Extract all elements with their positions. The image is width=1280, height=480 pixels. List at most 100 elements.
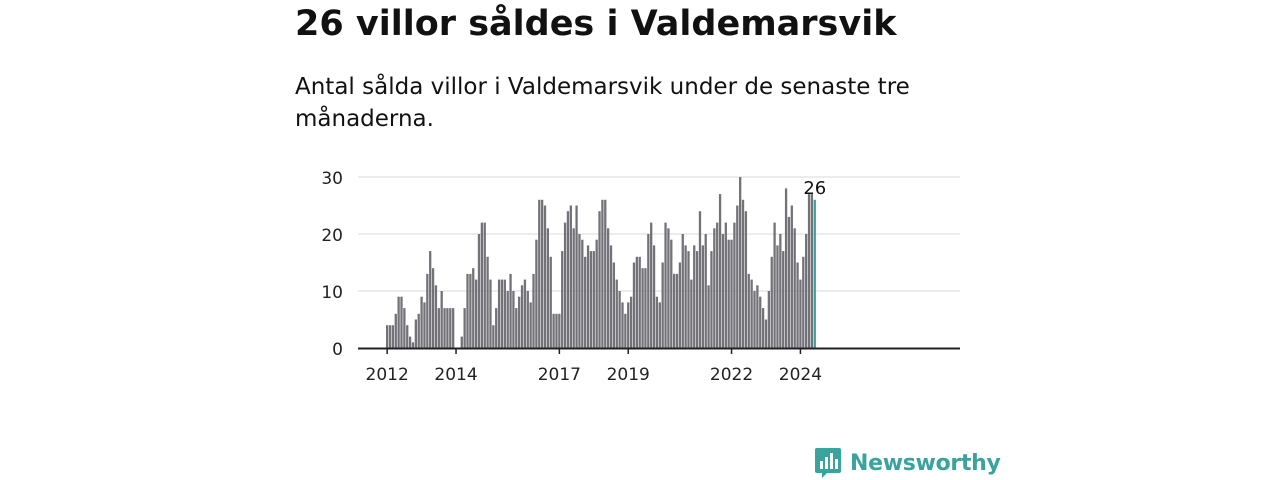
- bar: [761, 308, 765, 348]
- bar: [684, 245, 687, 348]
- bar: [687, 251, 690, 348]
- bar: [558, 313, 561, 348]
- bar: [678, 262, 682, 348]
- bar: [595, 239, 598, 348]
- highlight-value-label: 26: [803, 178, 826, 199]
- bar: [710, 251, 713, 348]
- bar: [805, 234, 808, 348]
- bar: [773, 222, 776, 348]
- bar: [431, 268, 435, 348]
- bar: [555, 313, 558, 348]
- bar: [624, 313, 627, 348]
- bar: [796, 262, 799, 348]
- bar: [641, 268, 644, 348]
- bar: [463, 308, 466, 348]
- bar: [440, 291, 443, 348]
- bar: [606, 228, 610, 348]
- newsworthy-logo: Newsworthy: [814, 446, 1001, 480]
- bar: [474, 279, 478, 348]
- y-tick-label: 20: [321, 226, 343, 246]
- bar: [776, 245, 779, 348]
- bar: [739, 177, 742, 348]
- bar: [394, 313, 397, 348]
- bar: [578, 234, 581, 348]
- bar: [747, 273, 750, 348]
- bar-highlight: [813, 199, 816, 348]
- bar: [411, 342, 415, 348]
- y-axis-ticks: 0 10 20 30: [321, 169, 343, 360]
- bar: [756, 285, 759, 348]
- bar-chart: 0 10 20 30 2012 2014 2017 2019 2022 2024 26: [321, 169, 960, 385]
- bar: [753, 291, 756, 348]
- bar: [417, 313, 420, 348]
- bar: [609, 245, 613, 348]
- bar: [618, 291, 621, 348]
- brand-name: Newsworthy: [850, 450, 1001, 476]
- bar: [718, 194, 722, 348]
- bar: [782, 251, 785, 348]
- bar: [584, 256, 587, 348]
- bar: [509, 273, 512, 348]
- bar: [538, 199, 541, 348]
- bar: [495, 308, 498, 348]
- bar: [543, 205, 547, 348]
- bar: [526, 291, 529, 348]
- bar: [695, 251, 699, 348]
- bar: [566, 211, 570, 348]
- bar: [790, 205, 793, 348]
- bars: [386, 177, 816, 348]
- bar: [446, 308, 449, 348]
- bar: [523, 279, 527, 348]
- x-tick-label: 2019: [607, 365, 650, 385]
- bar: [604, 199, 607, 348]
- bar: [406, 325, 409, 348]
- bar: [443, 308, 446, 348]
- bar: [561, 251, 564, 348]
- bar: [512, 291, 515, 348]
- bar: [391, 325, 395, 348]
- bar: [632, 262, 636, 348]
- newsworthy-logo-icon: [815, 448, 841, 478]
- chart-subtitle: Antal sålda villor i Valdemarsvik under …: [295, 74, 910, 132]
- bar: [552, 313, 555, 348]
- bar: [388, 325, 392, 348]
- bar: [540, 199, 544, 348]
- bar: [693, 245, 696, 348]
- gridlines: [358, 176, 960, 292]
- bar: [675, 273, 679, 348]
- bar: [477, 234, 481, 348]
- x-tick-label: 2024: [779, 365, 822, 385]
- bar: [647, 234, 650, 348]
- bar: [423, 302, 426, 348]
- bar: [750, 279, 753, 348]
- bar: [452, 308, 455, 348]
- x-axis-ticks: 2012 2014 2017 2019 2022 2024: [366, 348, 822, 385]
- bar: [469, 273, 472, 348]
- bar: [736, 205, 739, 348]
- bar: [460, 336, 463, 348]
- bar: [664, 222, 667, 348]
- bar: [810, 194, 814, 348]
- bar: [744, 211, 748, 348]
- bar: [503, 279, 506, 348]
- bar: [434, 285, 438, 348]
- bar: [586, 245, 590, 348]
- bar: [437, 308, 440, 348]
- bar: [733, 222, 736, 348]
- bar: [589, 251, 593, 348]
- bar: [627, 302, 630, 348]
- bar: [799, 279, 802, 348]
- bar: [741, 199, 745, 348]
- bar: [701, 245, 704, 348]
- bar: [535, 239, 538, 348]
- bar: [770, 256, 773, 348]
- chart-title: 26 villor såldes i Valdemarsvik: [295, 4, 897, 44]
- bar: [764, 319, 768, 348]
- bar: [707, 285, 710, 348]
- bar: [690, 279, 693, 348]
- bar: [658, 302, 661, 348]
- bar: [426, 273, 429, 348]
- bar: [612, 262, 616, 348]
- bar: [652, 245, 656, 348]
- x-tick-label: 2022: [710, 365, 753, 385]
